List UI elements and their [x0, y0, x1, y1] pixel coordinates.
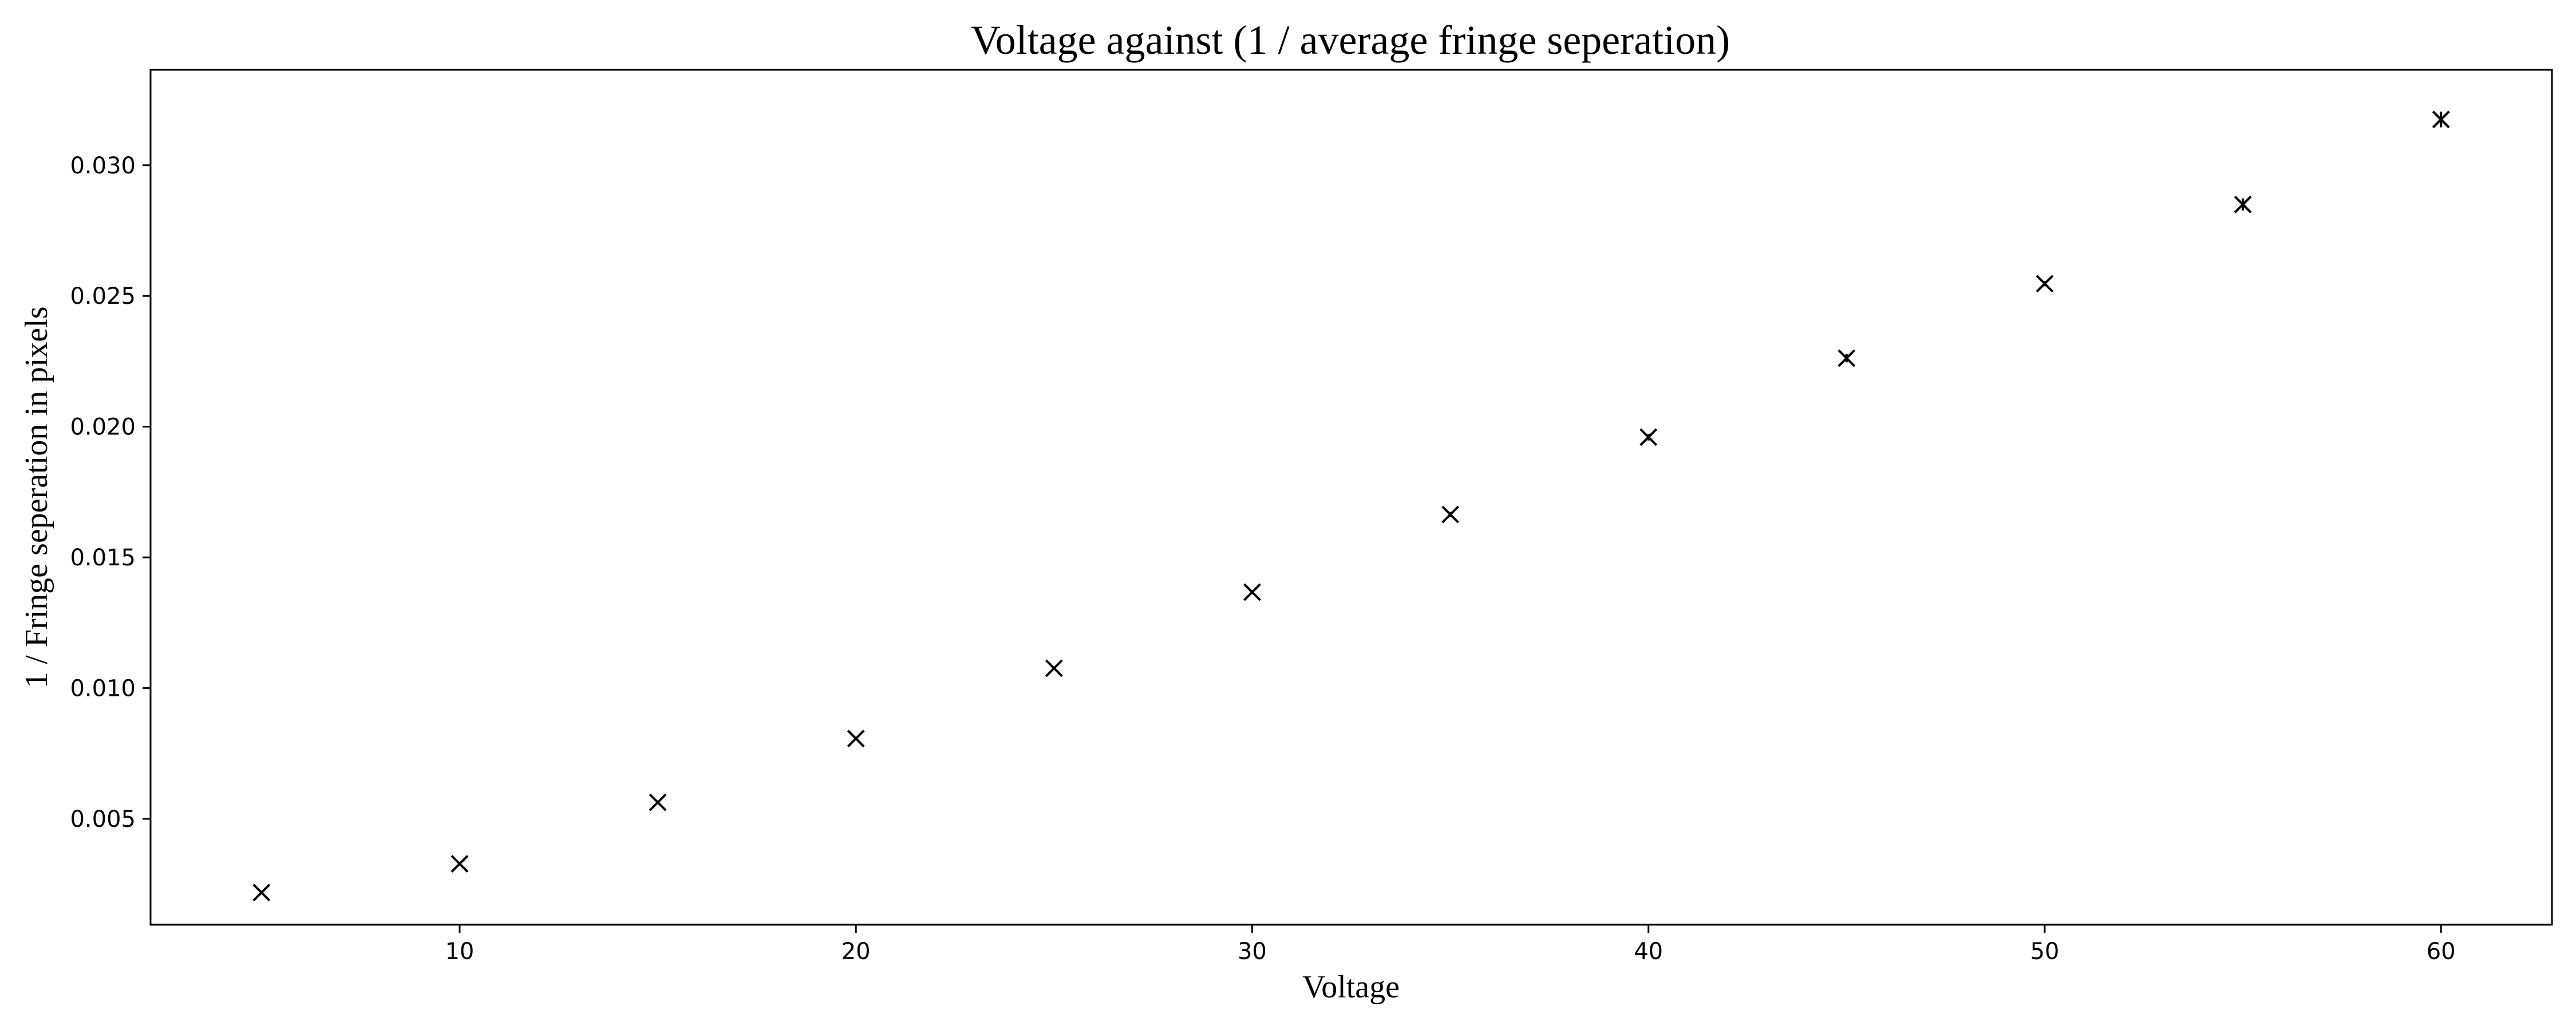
- data-point: [451, 855, 469, 873]
- data-point: [1441, 505, 1459, 524]
- x-marker-stroke: [1441, 505, 1459, 524]
- x-marker-stroke: [451, 855, 469, 873]
- x-marker-stroke: [1838, 349, 1856, 367]
- x-tick-label: 50: [2030, 938, 2059, 965]
- data-point: [649, 793, 667, 811]
- data-point: [1045, 659, 1063, 678]
- y-tick-label: 0.005: [70, 806, 136, 833]
- chart-title: Voltage against (1 / average fringe sepe…: [971, 17, 1730, 63]
- x-tick-label: 40: [1634, 938, 1663, 965]
- data-points: [252, 110, 2450, 902]
- x-marker-stroke: [2036, 275, 2054, 293]
- data-point: [252, 884, 271, 902]
- x-marker-stroke: [847, 730, 865, 748]
- x-marker-stroke: [2234, 195, 2252, 213]
- y-tick-label: 0.015: [70, 545, 136, 571]
- x-marker-stroke: [252, 884, 271, 902]
- x-marker-stroke: [1045, 659, 1063, 678]
- x-tick-label: 30: [1238, 938, 1267, 965]
- x-marker-stroke: [649, 793, 667, 811]
- x-tick-label: 10: [445, 938, 474, 965]
- data-point: [2432, 110, 2450, 129]
- data-point: [1639, 428, 1658, 446]
- y-tick-label: 0.030: [70, 153, 136, 179]
- x-tick-label: 20: [841, 938, 871, 965]
- data-point: [1838, 349, 1856, 367]
- y-tick-label: 0.010: [70, 676, 136, 702]
- y-axis-label: 1 / Fringe seperation in pixels: [19, 306, 54, 688]
- data-point: [847, 730, 865, 748]
- x-marker-stroke: [1639, 428, 1658, 446]
- data-point: [2234, 195, 2252, 213]
- x-tick-label: 60: [2427, 938, 2456, 965]
- y-tick-label: 0.020: [70, 414, 136, 441]
- x-axis-ticks: 10 20 30 40 50 60: [445, 925, 2456, 965]
- plot-area-frame: [149, 69, 2553, 926]
- y-tick-label: 0.025: [70, 283, 136, 310]
- data-point: [2036, 275, 2054, 293]
- x-axis-label: Voltage: [1302, 969, 1400, 1005]
- x-marker-stroke: [2432, 110, 2450, 129]
- x-marker-stroke: [1243, 583, 1261, 601]
- data-point: [1243, 583, 1261, 601]
- y-axis-ticks: 0.005 0.010 0.015 0.020 0.025 0.030: [70, 153, 151, 833]
